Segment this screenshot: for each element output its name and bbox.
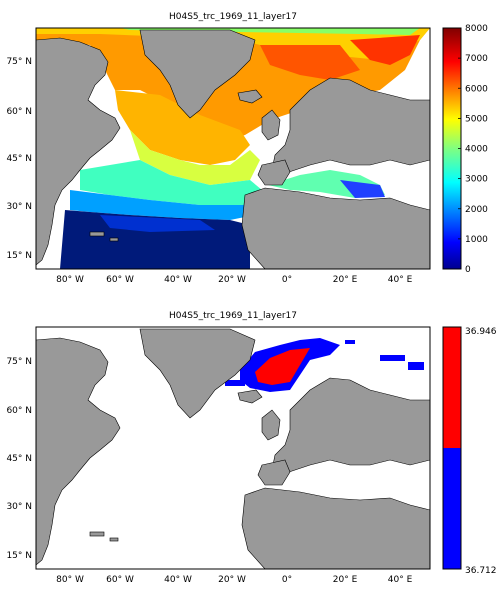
- panel-2-colorbar: 36.946 36.712: [442, 326, 497, 576]
- lon-label-20w: 20° W: [218, 575, 246, 585]
- panel-1-frame: [35, 27, 431, 270]
- lon-label-20w: 20° W: [218, 275, 246, 285]
- lon-label-60w: 60° W: [106, 275, 134, 285]
- colorbar-2-red-segment: [443, 327, 461, 448]
- lat-label-15: 15° N: [6, 551, 32, 561]
- panel-2-frame: [35, 326, 431, 570]
- lat-label-75: 75° N: [6, 357, 32, 367]
- lat-label-30: 30° N: [6, 202, 32, 212]
- lon-label-60w: 60° W: [106, 575, 134, 585]
- panel-1-map-area: [36, 28, 430, 269]
- lat-label-60: 60° N: [6, 107, 32, 117]
- panel-1-lon-axis: 80° W 60° W 40° W 20° W 0° 20° E 40° E: [56, 275, 412, 285]
- lon-label-80w: 80° W: [56, 575, 84, 585]
- map-panel-1: H04S5_trc_1969_11_layer17: [6, 12, 488, 285]
- panel-2-map-area: [36, 327, 430, 569]
- colorbar-2-top-label: 36.946: [465, 327, 497, 337]
- lat-label-30: 30° N: [6, 502, 32, 512]
- lon-label-40w: 40° W: [164, 275, 192, 285]
- panel-2-lon-axis: 80° W 60° W 40° W 20° W 0° 20° E 40° E: [56, 575, 412, 585]
- lon-label-40w: 40° W: [164, 575, 192, 585]
- lon-label-20e: 20° E: [333, 575, 358, 585]
- map-panel-2: H04S5_trc_1969_11_layer17: [6, 311, 496, 585]
- panel-1-title: H04S5_trc_1969_11_layer17: [169, 12, 297, 22]
- panel-2-lat-axis: 75° N 60° N 45° N 30° N 15° N: [6, 357, 32, 561]
- lat-label-45: 45° N: [6, 154, 32, 164]
- lat-label-15: 15° N: [6, 251, 32, 261]
- panel-2-title: H04S5_trc_1969_11_layer17: [169, 311, 297, 321]
- lon-label-0: 0°: [282, 575, 292, 585]
- colorbar-1-tick-label: 7000: [465, 54, 488, 64]
- colorbar-2-frame: [442, 326, 462, 570]
- panel-1-land: [36, 29, 430, 269]
- colorbar-2-blue-segment: [443, 448, 461, 569]
- colorbar-1-tick-label: 5000: [465, 114, 488, 124]
- colorbar-1-tick-label: 0: [465, 265, 471, 275]
- lon-label-40e: 40° E: [388, 275, 413, 285]
- panel-2-data-field: [225, 338, 424, 392]
- colorbar-1-tick-label: 2000: [465, 205, 488, 215]
- colorbar-2-bottom-label: 36.712: [465, 566, 497, 576]
- colorbar-1-ticks: 0 1000 2000 3000 4000 5000 6000 7000 8000: [458, 24, 488, 275]
- colorbar-1-tick-label: 6000: [465, 84, 488, 94]
- panel-2-land: [36, 328, 430, 569]
- lon-label-0: 0°: [282, 275, 292, 285]
- lon-label-20e: 20° E: [333, 275, 358, 285]
- lat-label-60: 60° N: [6, 406, 32, 416]
- panel-1-colorbar: 0 1000 2000 3000 4000 5000 6000 7000 8000: [442, 24, 488, 275]
- lat-label-45: 45° N: [6, 454, 32, 464]
- colorbar-1-tick-label: 8000: [465, 24, 488, 34]
- colorbar-1-tick-label: 1000: [465, 235, 488, 245]
- lat-label-75: 75° N: [6, 57, 32, 67]
- lon-label-80w: 80° W: [56, 275, 84, 285]
- panel-1-lat-axis: 75° N 60° N 45° N 30° N 15° N: [6, 57, 32, 261]
- colorbar-1-tick-label: 3000: [465, 175, 488, 185]
- lon-label-40e: 40° E: [388, 575, 413, 585]
- colorbar-1-tick-label: 4000: [465, 145, 488, 155]
